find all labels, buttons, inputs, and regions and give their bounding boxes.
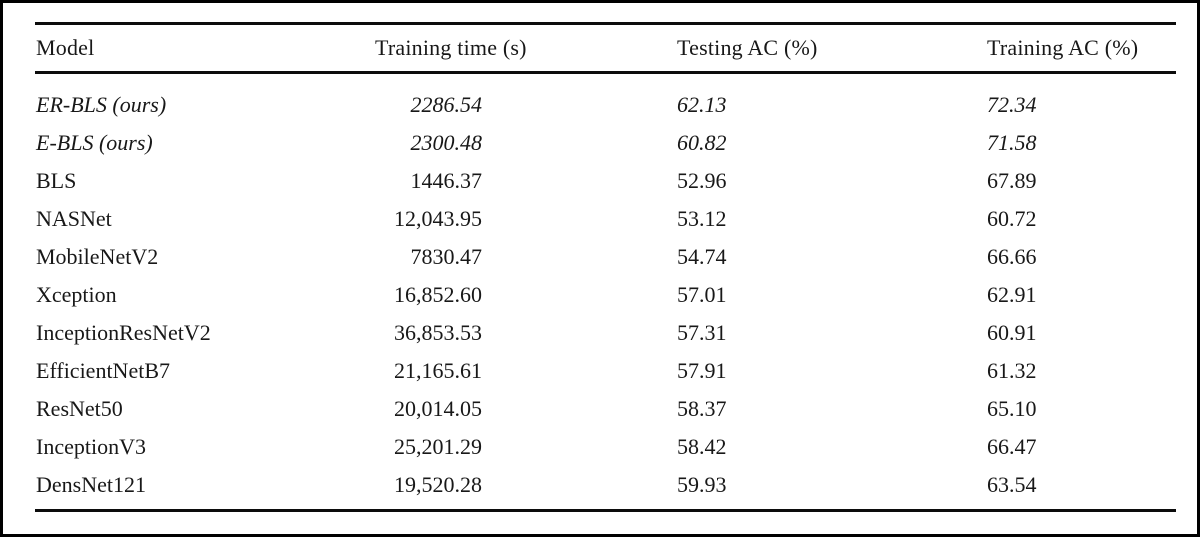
training-time-value: 20,014.05 xyxy=(394,395,482,421)
model-name: NASNet xyxy=(36,205,112,231)
training-time-value: 2300.48 xyxy=(410,129,483,155)
column-header-training-ac: Training AC (%) xyxy=(987,23,1176,74)
results-table: Model Training time (s) Testing AC (%) T… xyxy=(35,22,1176,512)
training-time-value: 1446.37 xyxy=(410,167,483,193)
model-name: InceptionResNetV2 xyxy=(36,319,211,345)
training-time-value: 7830.47 xyxy=(410,243,483,269)
testing-ac-value: 57.31 xyxy=(677,319,727,345)
table-row: DensNet121 19,520.28 59.93 63.54 xyxy=(35,466,1176,504)
testing-ac-value: 54.74 xyxy=(677,243,727,269)
training-ac-value: 66.47 xyxy=(987,433,1037,459)
training-ac-value: 62.91 xyxy=(987,281,1037,307)
column-header-testing-ac: Testing AC (%) xyxy=(677,23,987,74)
table-row: InceptionResNetV2 36,853.53 57.31 60.91 xyxy=(35,314,1176,352)
header-row: Model Training time (s) Testing AC (%) T… xyxy=(35,23,1176,74)
model-name: ER-BLS (ours) xyxy=(36,91,167,117)
table-row: ER-BLS (ours) 2286.54 62.13 72.34 xyxy=(35,86,1176,124)
model-name: Xception xyxy=(36,281,117,307)
training-time-value: 21,165.61 xyxy=(394,357,482,383)
training-ac-value: 65.10 xyxy=(987,395,1037,421)
training-time-value: 25,201.29 xyxy=(394,433,482,459)
testing-ac-value: 53.12 xyxy=(677,205,727,231)
testing-ac-value: 58.42 xyxy=(677,433,727,459)
table-row: MobileNetV2 7830.47 54.74 66.66 xyxy=(35,238,1176,276)
training-time-value: 2286.54 xyxy=(410,91,483,117)
table-row: InceptionV3 25,201.29 58.42 66.47 xyxy=(35,428,1176,466)
training-time-value: 12,043.95 xyxy=(394,205,482,231)
training-ac-value: 61.32 xyxy=(987,357,1037,383)
testing-ac-value: 57.01 xyxy=(677,281,727,307)
table-row: NASNet 12,043.95 53.12 60.72 xyxy=(35,200,1176,238)
testing-ac-value: 60.82 xyxy=(677,129,727,155)
model-name: ResNet50 xyxy=(36,395,123,421)
training-ac-value: 60.72 xyxy=(987,205,1037,231)
testing-ac-value: 58.37 xyxy=(677,395,727,421)
model-name: BLS xyxy=(36,167,77,193)
training-ac-value: 67.89 xyxy=(987,167,1037,193)
table-row: Xception 16,852.60 57.01 62.91 xyxy=(35,276,1176,314)
table-row: ResNet50 20,014.05 58.37 65.10 xyxy=(35,390,1176,428)
column-header-training-time: Training time (s) xyxy=(375,23,677,74)
model-name: MobileNetV2 xyxy=(36,243,159,269)
spacer-row xyxy=(35,504,1176,511)
training-time-value: 19,520.28 xyxy=(394,471,482,497)
testing-ac-value: 59.93 xyxy=(677,471,727,497)
table-row: EfficientNetB7 21,165.61 57.91 61.32 xyxy=(35,352,1176,390)
training-ac-value: 72.34 xyxy=(987,91,1037,117)
model-name: EfficientNetB7 xyxy=(36,357,170,383)
table-row: E-BLS (ours) 2300.48 60.82 71.58 xyxy=(35,124,1176,162)
spacer-row xyxy=(35,73,1176,86)
model-name: InceptionV3 xyxy=(36,433,146,459)
table-row: BLS 1446.37 52.96 67.89 xyxy=(35,162,1176,200)
training-ac-value: 66.66 xyxy=(987,243,1037,269)
training-ac-value: 63.54 xyxy=(987,471,1037,497)
testing-ac-value: 52.96 xyxy=(677,167,727,193)
testing-ac-value: 57.91 xyxy=(677,357,727,383)
model-name: DensNet121 xyxy=(36,471,146,497)
testing-ac-value: 62.13 xyxy=(677,91,727,117)
training-ac-value: 71.58 xyxy=(987,129,1037,155)
training-time-value: 16,852.60 xyxy=(394,281,482,307)
model-name: E-BLS (ours) xyxy=(36,129,153,155)
training-ac-value: 60.91 xyxy=(987,319,1037,345)
column-header-model: Model xyxy=(35,23,375,74)
training-time-value: 36,853.53 xyxy=(394,319,482,345)
